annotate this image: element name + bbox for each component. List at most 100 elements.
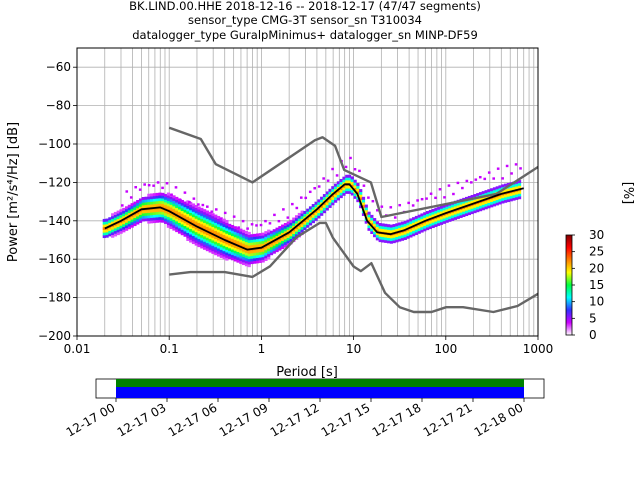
psd-density-cell xyxy=(314,207,318,211)
psd-density-cell xyxy=(484,203,488,207)
psd-density-cell xyxy=(295,225,299,229)
psd-density-cell xyxy=(133,220,137,224)
psd-density-cell xyxy=(191,203,196,207)
psd-density-cell xyxy=(409,229,413,233)
psd-density-cell xyxy=(306,224,310,228)
psd-density-cell xyxy=(487,202,491,206)
psd-density-cell xyxy=(442,204,446,208)
psd-density-cell xyxy=(194,210,198,214)
psd-density-cell xyxy=(258,241,262,245)
psd-density-cell xyxy=(434,223,438,227)
psd-density-cell xyxy=(506,182,511,186)
psd-density-cell xyxy=(286,240,290,244)
psd-density-cell xyxy=(211,223,215,227)
psd-density-cell xyxy=(230,238,235,242)
psd-density-cell xyxy=(230,230,235,234)
timeline-tick-label: 12-17 21 xyxy=(421,400,475,439)
psd-density-cell xyxy=(384,226,388,230)
psd-density-cell xyxy=(186,235,190,239)
psd-density-cell xyxy=(111,221,115,225)
psd-density-cell xyxy=(400,224,405,228)
psd-density-cell xyxy=(203,211,207,215)
psd-density-cell xyxy=(211,221,215,225)
psd-density-cell xyxy=(359,197,363,201)
psd-density-cell xyxy=(361,212,366,216)
psd-density-cell xyxy=(138,206,143,210)
psd-density-cell xyxy=(219,233,223,237)
psd-density-cell xyxy=(258,233,262,237)
psd-density-cell xyxy=(211,226,215,230)
psd-density-cell xyxy=(194,234,198,238)
psd-density-cell xyxy=(425,216,430,220)
psd-density-cell xyxy=(194,204,198,208)
psd-density-cell xyxy=(314,215,318,219)
timeline-data-bar xyxy=(116,379,524,387)
psd-density-cell xyxy=(334,186,338,190)
psd-density-cell xyxy=(515,196,519,200)
psd-density-cell xyxy=(250,255,254,259)
psd-density-cell xyxy=(384,237,388,241)
psd-density-cell xyxy=(155,192,159,196)
psd-density-cell xyxy=(230,227,235,231)
timeline-tick-label: 12-17 03 xyxy=(115,400,169,439)
psd-density-cell xyxy=(373,223,377,227)
psd-density-cell xyxy=(200,210,204,214)
psd-density-cell xyxy=(102,232,106,236)
psd-density-cell xyxy=(206,205,209,208)
psd-density-cell xyxy=(200,207,204,211)
psd-density-cell xyxy=(515,186,519,190)
psd-density-cell xyxy=(141,199,145,203)
psd-density-cell xyxy=(328,188,332,192)
psd-density-cell xyxy=(134,186,138,189)
psd-density-cell xyxy=(230,235,235,239)
psd-density-cell xyxy=(222,221,226,225)
psd-density-cell xyxy=(247,264,251,268)
psd-density-cell xyxy=(353,182,357,186)
psd-density-cell xyxy=(200,213,204,217)
psd-density-cell xyxy=(253,260,257,264)
psd-density-cell xyxy=(286,242,290,246)
psd-density-cell xyxy=(166,192,171,196)
psd-density-cell xyxy=(297,215,301,219)
psd-density-cell xyxy=(412,230,416,234)
psd-density-cell xyxy=(261,238,265,242)
psd-density-cell xyxy=(175,221,179,225)
psd-density-cell xyxy=(314,209,318,213)
psd-density-cell xyxy=(141,218,145,222)
psd-density-cell xyxy=(255,241,260,245)
psd-density-cell xyxy=(180,210,184,214)
y-tick-label: −100 xyxy=(38,137,71,151)
psd-density-cell xyxy=(175,223,179,227)
psd-density-cell xyxy=(359,191,363,195)
psd-density-cell xyxy=(261,259,265,263)
psd-density-cell xyxy=(381,223,385,227)
psd-density-cell xyxy=(350,189,354,193)
psd-density-cell xyxy=(437,217,441,221)
psd-density-cell xyxy=(295,206,299,210)
psd-density-cell xyxy=(359,205,363,209)
psd-density-cell xyxy=(470,205,474,209)
psd-density-cell xyxy=(258,235,262,239)
psd-density-cell xyxy=(152,195,157,199)
title-line-1: BK.LIND.00.HHE 2018-12-16 -- 2018-12-17 … xyxy=(129,0,481,13)
psd-density-cell xyxy=(208,233,212,237)
psd-density-cell xyxy=(481,201,485,205)
psd-density-cell xyxy=(250,239,254,243)
psd-density-cell xyxy=(222,256,226,260)
psd-density-cell xyxy=(214,219,218,223)
psd-density-cell xyxy=(465,210,469,214)
psd-density-cell xyxy=(414,221,419,225)
psd-density-cell xyxy=(255,233,260,237)
psd-density-cell xyxy=(244,263,249,267)
psd-density-cell xyxy=(253,244,257,248)
psd-density-cell xyxy=(200,245,204,249)
psd-density-cell xyxy=(498,201,502,205)
y-tick-label: −160 xyxy=(38,252,71,266)
psd-density-cell xyxy=(144,202,148,206)
psd-density-cell xyxy=(283,244,288,248)
psd-density-cell xyxy=(325,199,329,203)
psd-density-cell xyxy=(228,242,232,246)
psd-density-cell xyxy=(150,220,154,224)
psd-density-cell xyxy=(353,193,357,197)
psd-density-cell xyxy=(158,219,162,223)
